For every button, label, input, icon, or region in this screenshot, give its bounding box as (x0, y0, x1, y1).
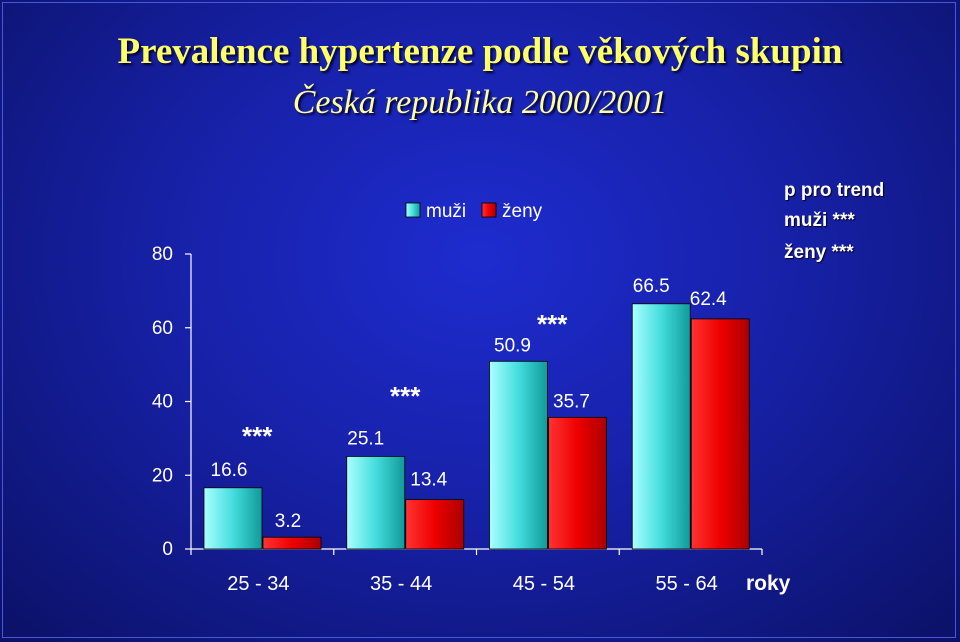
legend-swatch-men (405, 202, 421, 218)
bar-women-45-54 (548, 416, 607, 550)
page-title: Prevalence hypertenze podle věkových sku… (117, 31, 843, 72)
significance-marker-45-54: *** (537, 309, 568, 339)
chart-bars (203, 303, 750, 550)
bar-women-55-64 (690, 318, 750, 550)
x-tick-label: 35 - 44 (370, 573, 432, 595)
legend-swatch-women (481, 202, 497, 218)
bar-men-55-64 (631, 303, 691, 550)
bar-women-35-44 (405, 499, 465, 550)
legend-label-women: ženy (502, 201, 543, 222)
y-tick-label: 40 (152, 392, 173, 413)
data-label-men: 16.6 (211, 460, 248, 481)
page-subtitle: Česká republika 2000/2001 (292, 84, 668, 121)
data-label-women: 3.2 (275, 511, 301, 532)
bar-men-25-34 (203, 487, 263, 550)
chart-labels: 16.6 3.2 25 - 34 25.1 13.4 35 - 44 50.9 35.7 45 … (211, 276, 728, 595)
chart-legend: muži ženy (405, 201, 543, 222)
y-tick-label: 20 (152, 465, 173, 486)
data-label-men: 66.5 (633, 276, 670, 297)
data-label-women: 13.4 (410, 470, 447, 491)
x-tick-label: 25 - 34 (227, 573, 289, 595)
legend-label-men: muži (426, 201, 466, 222)
y-tick-label: 60 (152, 318, 173, 339)
trend-note-women: ženy *** (784, 242, 854, 263)
data-label-women: 35.7 (553, 391, 590, 412)
significance-marker-35-44: *** (390, 381, 421, 411)
x-axis-label: roky (746, 572, 791, 595)
trend-note-men: muži *** (784, 210, 855, 231)
x-tick-label: 45 - 54 (513, 573, 575, 595)
bar-women-25-34 (262, 536, 322, 550)
trend-note-title: p pro trend (784, 180, 885, 201)
x-tick-label: 55 - 64 (655, 573, 717, 595)
y-tick-label: 80 (152, 244, 173, 265)
data-label-men: 25.1 (347, 428, 384, 449)
data-label-women: 62.4 (690, 289, 727, 310)
bar-men-45-54 (489, 360, 548, 550)
bar-men-35-44 (346, 456, 406, 550)
y-tick-label: 0 (162, 539, 173, 560)
significance-marker-25-34: *** (242, 421, 273, 451)
data-label-men: 50.9 (494, 335, 531, 356)
